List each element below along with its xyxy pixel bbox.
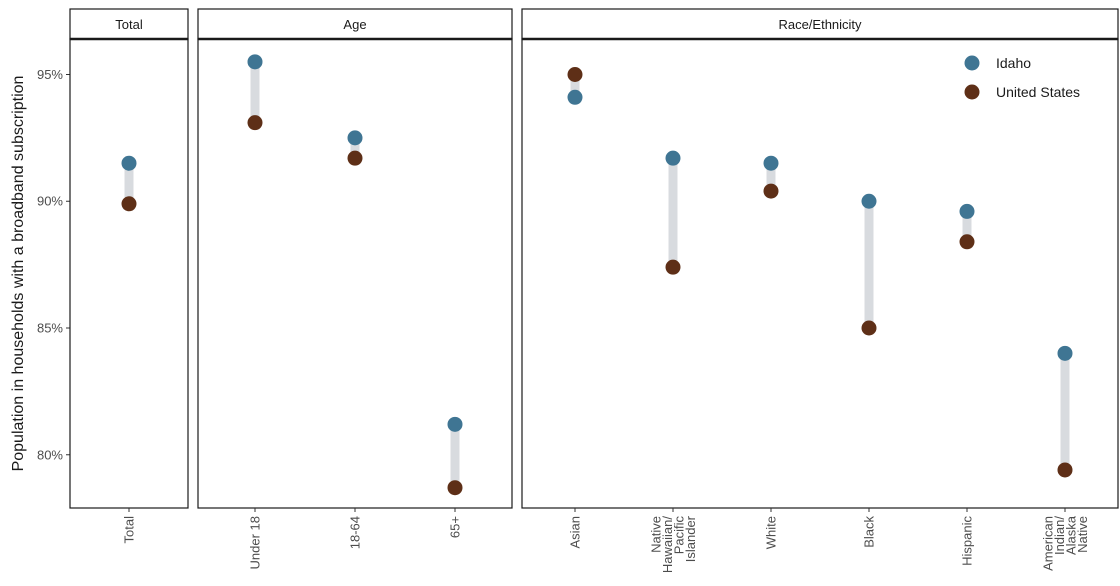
idaho-point bbox=[763, 155, 779, 171]
idaho-point bbox=[347, 130, 363, 146]
x-tick-label: Black bbox=[862, 516, 877, 548]
united-states-point bbox=[121, 196, 137, 212]
facet-strip bbox=[197, 8, 513, 40]
facet-panel bbox=[197, 38, 513, 509]
x-tick-label-line: Islander bbox=[683, 515, 698, 562]
legend-key bbox=[964, 55, 980, 71]
x-tick-label-line: Hawaiian/ bbox=[660, 516, 675, 573]
facet-title: Total bbox=[115, 17, 143, 32]
idaho-point bbox=[447, 416, 463, 432]
x-tick-label-line: Indian/ bbox=[1052, 516, 1067, 555]
facet-title: Age bbox=[343, 17, 366, 32]
x-tick-label: 18-64 bbox=[348, 516, 363, 549]
x-tick-label-line: Asian bbox=[568, 516, 583, 549]
x-tick-label-line: Under 18 bbox=[248, 516, 263, 569]
united-states-point bbox=[447, 480, 463, 496]
x-tick-label: Hispanic bbox=[960, 516, 975, 566]
united-states-point bbox=[959, 234, 975, 250]
x-tick-label-line: Native bbox=[648, 516, 663, 553]
y-tick-label: 85% bbox=[37, 321, 63, 336]
x-tick-label: 65+ bbox=[448, 516, 463, 538]
x-tick-label-line: 18-64 bbox=[348, 516, 363, 549]
x-tick-label-line: Native bbox=[1075, 516, 1090, 553]
facet-strip bbox=[521, 8, 1119, 40]
united-states-point bbox=[1057, 462, 1073, 478]
x-tick-label: Under 18 bbox=[248, 516, 263, 569]
legend-label: Idaho bbox=[996, 55, 1031, 71]
idaho-point bbox=[121, 155, 137, 171]
united-states-point bbox=[567, 66, 583, 82]
facet-panel bbox=[521, 38, 1119, 509]
x-tick-label-line: White bbox=[764, 516, 779, 549]
legend-key bbox=[964, 84, 980, 100]
idaho-point bbox=[861, 193, 877, 209]
y-tick-label: 90% bbox=[37, 194, 63, 209]
united-states-point bbox=[347, 150, 363, 166]
united-states-point bbox=[861, 320, 877, 336]
facet-title: Race/Ethnicity bbox=[778, 17, 862, 32]
idaho-point bbox=[567, 89, 583, 105]
x-tick-label: White bbox=[764, 516, 779, 549]
x-tick-label-line: Alaska bbox=[1063, 515, 1078, 555]
y-axis-title: Population in households with a broadban… bbox=[10, 76, 27, 472]
x-tick-label-line: Black bbox=[862, 516, 877, 548]
united-states-point bbox=[665, 259, 681, 275]
united-states-point bbox=[247, 115, 263, 131]
facet-panel bbox=[69, 38, 189, 509]
facet-strip bbox=[69, 8, 189, 40]
legend-label: United States bbox=[996, 84, 1080, 100]
x-tick-label-line: 65+ bbox=[448, 516, 463, 538]
y-tick-label: 95% bbox=[37, 67, 63, 82]
x-tick-label-line: Total bbox=[122, 516, 137, 544]
x-tick-label-line: Hispanic bbox=[960, 516, 975, 566]
x-tick-label: Total bbox=[122, 516, 137, 544]
idaho-point bbox=[1057, 345, 1073, 361]
idaho-point bbox=[247, 54, 263, 70]
x-tick-label-line: Pacific bbox=[671, 516, 686, 555]
idaho-point bbox=[959, 203, 975, 219]
united-states-point bbox=[763, 183, 779, 199]
idaho-point bbox=[665, 150, 681, 166]
x-tick-label: Asian bbox=[568, 516, 583, 549]
x-tick-label-line: American bbox=[1040, 516, 1055, 571]
y-tick-label: 80% bbox=[37, 447, 63, 462]
